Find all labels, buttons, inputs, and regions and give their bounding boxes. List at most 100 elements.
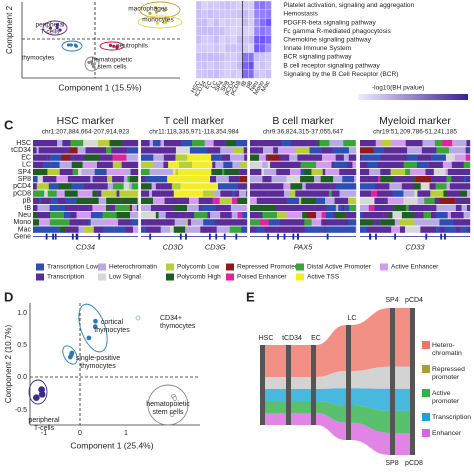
chromatin-segment — [65, 197, 77, 204]
chromatin-segment — [62, 140, 71, 147]
column-label: SP8 — [220, 80, 231, 93]
chromatin-segment — [220, 147, 234, 154]
chromatin-segment — [366, 176, 379, 183]
chromatin-segment — [38, 147, 55, 154]
chromatin-segment — [270, 161, 282, 168]
heatmap-cell — [207, 35, 214, 45]
chromatin-segment — [394, 219, 399, 226]
chromatin-segment — [242, 212, 248, 219]
heatmap-cell — [201, 9, 208, 19]
legend-swatch — [98, 273, 106, 281]
chromatin-segment — [59, 168, 73, 176]
chromatin-segment — [158, 212, 166, 219]
chromatin-segment — [320, 176, 334, 183]
heatmap-cell — [236, 43, 243, 53]
chromatin-segment — [189, 147, 203, 154]
flow — [395, 432, 410, 455]
chromatin-segment — [160, 190, 174, 197]
chromatin-segment — [136, 204, 139, 212]
heatmap-cell — [213, 18, 220, 27]
heatmap-cell — [213, 0, 220, 10]
heatmap-cell — [213, 9, 220, 19]
chromatin-segment — [451, 176, 465, 183]
chromatin-segment — [459, 168, 470, 176]
chromatin-segment — [390, 168, 406, 176]
chromatin-segment — [428, 161, 444, 168]
legend-swatch — [36, 263, 44, 271]
chromatin-segment — [112, 161, 122, 168]
chromatin-segment — [178, 168, 182, 176]
heatmap-cell — [230, 52, 237, 62]
heatmap-cell — [230, 18, 237, 27]
group-ellipse — [99, 41, 125, 51]
chromatin-segment — [326, 204, 337, 212]
chromatin-segment — [244, 154, 248, 161]
chromatin-segment — [127, 176, 130, 183]
chromatin-segment — [33, 161, 44, 168]
legend-swatch — [166, 263, 174, 271]
chromatin-segment — [275, 204, 290, 212]
row-label: pCD8 — [13, 190, 31, 197]
chromatin-segment — [229, 226, 242, 233]
chromatin-segment — [48, 183, 59, 190]
chromatin-segment — [198, 197, 213, 204]
group-label: thymocytes — [22, 55, 56, 62]
chromatin-segment — [380, 176, 394, 183]
chromatin-segment — [387, 197, 404, 204]
heatmap-cell — [236, 61, 243, 70]
chromatin-segment — [180, 183, 189, 190]
gene-name: CD3D — [163, 243, 184, 252]
flow — [351, 308, 390, 371]
panel-label: C — [4, 117, 14, 132]
heatmap-cell — [248, 26, 255, 36]
chromatin-segment — [78, 226, 85, 233]
legend-label: Enhancer — [432, 430, 462, 437]
chromatin-segment — [461, 204, 468, 212]
flow — [351, 422, 390, 455]
heatmap-cell — [259, 26, 266, 36]
chromatin-segment — [398, 219, 415, 226]
heatmap-cell — [230, 43, 237, 53]
chromatin-segment — [76, 212, 92, 219]
group-ellipse — [42, 20, 68, 36]
locus: chr1:207,884,664-207,914,923 — [42, 129, 130, 136]
chromatin-segment — [348, 219, 357, 226]
chromatin-segment — [137, 161, 139, 168]
chromatin-segment — [345, 212, 357, 219]
chromatin-segment — [434, 140, 443, 147]
chromatin-segment — [40, 226, 54, 233]
chromatin-segment — [246, 204, 248, 212]
sample-point — [135, 315, 141, 321]
chromatin-segment — [300, 161, 317, 168]
chromatin-segment — [458, 183, 468, 190]
legend-swatch — [422, 413, 430, 421]
chromatin-segment — [436, 204, 444, 212]
chromatin-segment — [141, 140, 150, 147]
chromatin-segment — [447, 168, 457, 176]
legend-swatch — [422, 365, 430, 373]
chromatin-segment — [298, 204, 315, 212]
chromatin-segment — [291, 161, 301, 168]
sample-point — [154, 10, 159, 14]
sample-point — [162, 8, 167, 12]
chromatin-segment — [256, 226, 265, 233]
chromatin-segment — [237, 183, 248, 190]
chromatin-segment — [375, 219, 381, 226]
legend-swatch — [98, 263, 106, 271]
chromatin-segment — [466, 183, 471, 190]
chromatin-segment — [57, 140, 63, 147]
chromatin-segment — [360, 212, 363, 219]
chromatin-segment — [163, 140, 171, 147]
chromatin-segment — [53, 147, 58, 154]
heatmap-cell — [265, 0, 272, 10]
chromatin-segment — [426, 204, 432, 212]
chromatin-segment — [436, 147, 450, 154]
chromatin-segment — [279, 154, 285, 161]
chromatin-segment — [467, 147, 471, 154]
chromatin-segment — [131, 183, 139, 190]
group-ellipse — [137, 15, 183, 29]
chromatin-segment — [36, 183, 50, 190]
y-tick-label: 0.0 — [17, 374, 27, 381]
chromatin-segment — [360, 154, 363, 161]
chromatin-segment — [174, 219, 186, 226]
